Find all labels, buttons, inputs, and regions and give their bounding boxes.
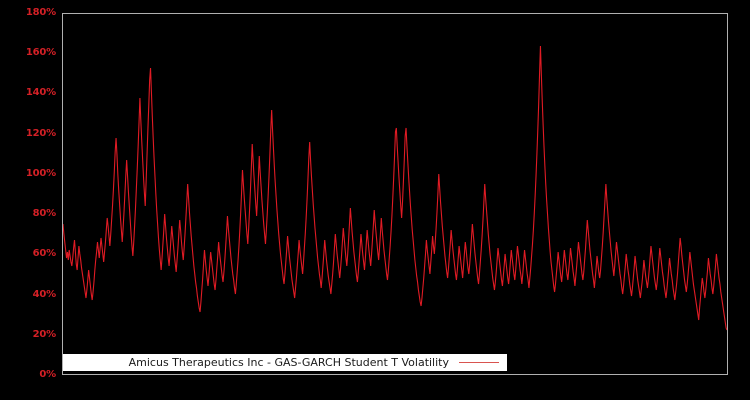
y-tick-label: 20% (32, 328, 57, 340)
legend-label: Amicus Therapeutics Inc - GAS-GARCH Stud… (128, 356, 449, 369)
plot-area (62, 13, 728, 375)
y-tick-label: 0% (39, 369, 56, 380)
y-tick-label: 140% (25, 87, 56, 99)
y-tick-label: 160% (25, 47, 56, 59)
y-axis: 0% 20% 40% 60% 80% 100% 120% 140% 160% 180% (0, 0, 56, 400)
legend-line-sample-icon (459, 362, 499, 363)
volatility-line-series (63, 45, 727, 331)
y-tick-label: 80% (32, 208, 57, 220)
legend: Amicus Therapeutics Inc - GAS-GARCH Stud… (63, 354, 507, 371)
y-tick-label: 180% (25, 7, 56, 18)
series-polyline (63, 45, 727, 331)
y-tick-label: 60% (32, 248, 57, 260)
y-tick-label: 40% (32, 288, 57, 300)
y-tick-label: 120% (25, 127, 56, 139)
y-tick-label: 100% (25, 167, 56, 179)
